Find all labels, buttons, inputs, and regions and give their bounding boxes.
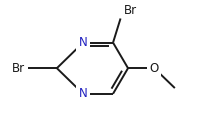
Text: Br: Br bbox=[124, 4, 137, 17]
Text: Br: Br bbox=[12, 62, 25, 75]
Text: N: N bbox=[79, 36, 88, 49]
Text: O: O bbox=[150, 62, 159, 75]
Text: N: N bbox=[79, 87, 88, 100]
